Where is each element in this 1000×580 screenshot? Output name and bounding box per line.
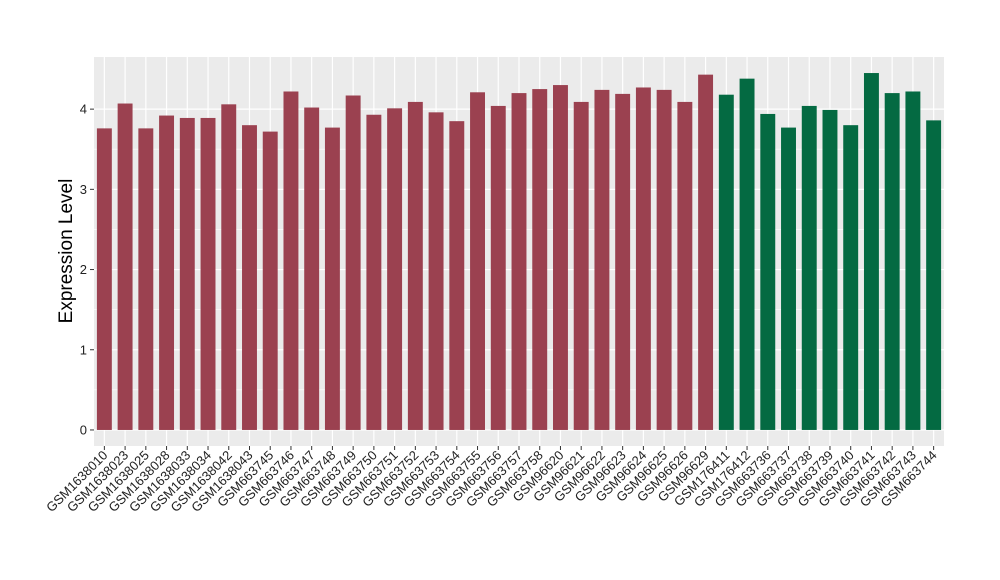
bar-GSM96624 — [635, 87, 651, 430]
bar-GSM1638025 — [138, 128, 154, 430]
bar-GSM176411 — [718, 94, 734, 430]
y-tick-label: 3 — [80, 182, 87, 197]
bar-GSM663742 — [884, 93, 900, 430]
bar-GSM663750 — [366, 114, 382, 430]
bar-GSM1638023 — [117, 103, 133, 430]
bar-GSM663749 — [345, 95, 361, 430]
y-tick-label: 2 — [80, 262, 87, 277]
bar-GSM663746 — [283, 91, 299, 430]
bar-GSM96625 — [656, 89, 672, 430]
bar-GSM663752 — [407, 101, 423, 430]
bar-GSM176412 — [739, 78, 755, 430]
bar-GSM663747 — [304, 107, 320, 430]
bar-GSM96622 — [594, 89, 610, 430]
bar-GSM663741 — [863, 73, 879, 430]
bar-GSM96629 — [698, 74, 714, 430]
y-axis-title: Expression Level — [56, 179, 77, 324]
bar-GSM663755 — [470, 92, 485, 430]
bar-GSM663744 — [926, 120, 942, 430]
y-axis: 0 1 2 3 4 — [80, 102, 94, 437]
bar-GSM96621 — [573, 101, 589, 430]
bar-GSM1638043 — [242, 125, 257, 430]
bar-GSM663751 — [387, 108, 403, 430]
bar-GSM96623 — [615, 93, 631, 430]
bar-GSM1638033 — [179, 117, 195, 430]
bar-GSM663736 — [760, 113, 776, 430]
bar-GSM1638028 — [159, 115, 175, 430]
x-axis: GSM1638010GSM1638023GSM1638025GSM1638028… — [43, 446, 940, 515]
bar-GSM663739 — [822, 109, 838, 430]
bar-GSM96620 — [553, 85, 568, 430]
bar-GSM663756 — [490, 105, 506, 430]
bar-GSM96626 — [677, 101, 693, 430]
bar-GSM1638042 — [221, 104, 237, 430]
y-tick-label: 1 — [80, 342, 87, 357]
bar-GSM663757 — [511, 93, 527, 430]
bars-layer — [96, 73, 942, 430]
bar-GSM663753 — [428, 112, 444, 430]
bar-GSM663758 — [532, 89, 548, 430]
y-tick-label: 4 — [80, 102, 87, 117]
bar-GSM663754 — [449, 121, 465, 430]
bar-GSM663740 — [843, 125, 859, 430]
bar-GSM663738 — [801, 105, 817, 430]
y-tick-label: 0 — [80, 422, 87, 437]
bar-GSM1638034 — [200, 117, 216, 430]
bar-GSM663737 — [781, 127, 796, 430]
bar-GSM663743 — [905, 91, 921, 430]
bar-GSM1638010 — [96, 128, 112, 430]
bar-GSM663748 — [324, 127, 340, 430]
bar-GSM663745 — [262, 131, 278, 430]
